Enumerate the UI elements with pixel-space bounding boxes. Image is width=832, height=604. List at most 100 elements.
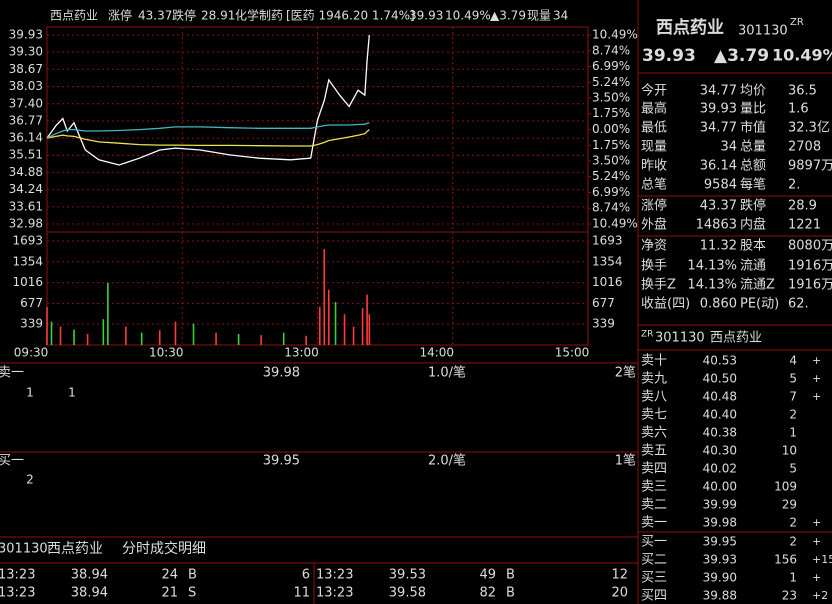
book-change: +15 <box>812 553 832 566</box>
chart-header-industry: 化学制药 <box>235 8 283 23</box>
y2-tick-label: 1.75% <box>592 106 630 120</box>
trade-time: 13:23 <box>0 568 35 583</box>
y-tick-label: 1354 <box>592 254 623 268</box>
y2-tick-label: 5.24% <box>592 75 630 89</box>
book-label: 卖五 <box>641 444 667 459</box>
book-label: 买一 <box>641 535 667 550</box>
stat-label: 内盘 <box>740 217 766 233</box>
book-price: 40.38 <box>703 426 737 440</box>
chart-header-limit-down-label: 跌停 <box>172 8 196 23</box>
y-tick-label: 34.88 <box>9 165 43 179</box>
book-label: 卖一 <box>641 516 667 531</box>
stat-value: 34.77 <box>700 121 737 136</box>
trade-price: 39.53 <box>389 568 426 583</box>
price-line <box>46 122 370 139</box>
stat-label: 均价 <box>740 84 766 99</box>
volume-bar <box>192 323 195 345</box>
quote-name: 西点药业 <box>656 17 724 38</box>
chart-header-name: 西点药业 <box>50 9 98 23</box>
book-volume: 7 <box>789 390 797 404</box>
trade-price: 38.94 <box>71 586 108 601</box>
book-volume: 1 <box>789 571 797 585</box>
stat-label: 昨收 <box>641 159 667 174</box>
stat-value: 9897万 <box>788 159 832 174</box>
detail-name: 西点药业 <box>47 541 103 557</box>
book-volume: 29 <box>782 498 797 512</box>
book-change: + <box>812 516 821 529</box>
book-label: 卖二 <box>641 498 667 513</box>
y-tick-label: 1016 <box>12 275 43 289</box>
y-tick-label: 32.98 <box>9 217 43 231</box>
x-tick-label: 10:30 <box>149 346 184 360</box>
y-tick-label: 339 <box>592 317 615 331</box>
stat-label: 总笔 <box>641 177 667 193</box>
volume-bar <box>260 335 262 345</box>
stat-value: 43.37 <box>700 199 737 214</box>
stat-value: 32.3亿 <box>788 121 830 136</box>
volume-bar <box>86 333 89 345</box>
volume-bar <box>368 314 371 345</box>
level1-per: 1.0/笔 <box>428 365 466 381</box>
stat-label: 收益(四) <box>641 297 690 312</box>
y2-tick-label: 10.49% <box>592 217 638 231</box>
level1-price: 39.98 <box>263 366 300 381</box>
book-volume: 4 <box>789 354 797 368</box>
chart-header-change-pct: 10.49% <box>445 9 491 23</box>
volume-bar <box>318 306 321 345</box>
volume-bar <box>140 332 143 345</box>
volume-bar <box>107 282 109 345</box>
y2-tick-label: 0.00% <box>592 122 630 136</box>
y2-tick-label: 1.75% <box>592 138 630 152</box>
trade-price: 38.94 <box>71 568 108 583</box>
stat-value: 11.32 <box>700 239 737 254</box>
y-tick-label: 677 <box>20 296 43 310</box>
trade-volume: 24 <box>161 568 178 583</box>
stat-value: 36.5 <box>788 84 817 99</box>
x-tick-label: 09:30 <box>14 346 49 360</box>
y-tick-label: 36.14 <box>9 131 43 145</box>
stat-label: 每笔 <box>740 177 766 193</box>
chart-header-index-info: [医药 1946.20 1.74%] <box>286 9 415 23</box>
book-price: 39.99 <box>703 498 737 512</box>
detail-ticker: 301130 <box>0 542 48 557</box>
y-tick-label: 1354 <box>12 254 43 268</box>
stat-label: PE(动) <box>740 297 779 312</box>
trade-time: 13:23 <box>316 568 353 583</box>
book-label: 卖七 <box>641 408 667 423</box>
book-label: 卖九 <box>641 372 667 387</box>
level1-count: 2笔 <box>615 365 636 381</box>
x-tick-label: 14:00 <box>419 346 454 360</box>
book-volume: 10 <box>782 444 797 458</box>
y-tick-label: 37.40 <box>9 96 43 110</box>
volume-bar <box>327 289 330 345</box>
level1-label: 卖一 <box>0 366 24 381</box>
stat-label: 现量 <box>641 140 667 155</box>
book-change: + <box>812 354 821 367</box>
volume-bar <box>125 326 127 345</box>
chart-header-change: ▲3.79 <box>490 9 526 23</box>
level1-price: 39.95 <box>263 454 300 469</box>
stat-value: 34 <box>720 140 737 155</box>
volume-bar <box>343 314 346 345</box>
book-label: 卖六 <box>641 426 667 441</box>
queue-size: 1 <box>26 386 34 400</box>
trade-count: 6 <box>302 568 310 583</box>
book-change: +2 <box>812 589 828 602</box>
stat-value: 1.6 <box>788 102 809 117</box>
trade-price: 39.58 <box>389 586 426 601</box>
book-price: 39.93 <box>703 553 737 567</box>
book-change: + <box>812 535 821 548</box>
y2-tick-label: 3.50% <box>592 90 630 104</box>
trade-count: 20 <box>611 586 628 601</box>
book-change: + <box>812 571 821 584</box>
book-volume: 5 <box>789 462 797 476</box>
level1-label: 买一 <box>0 454 24 469</box>
y-tick-label: 677 <box>592 296 615 310</box>
stat-label: 总量 <box>740 140 766 155</box>
volume-bar <box>323 249 326 345</box>
quote-ticker: 301130 <box>738 24 788 39</box>
queue-size: 1 <box>68 386 76 400</box>
volume-bar <box>102 319 105 345</box>
